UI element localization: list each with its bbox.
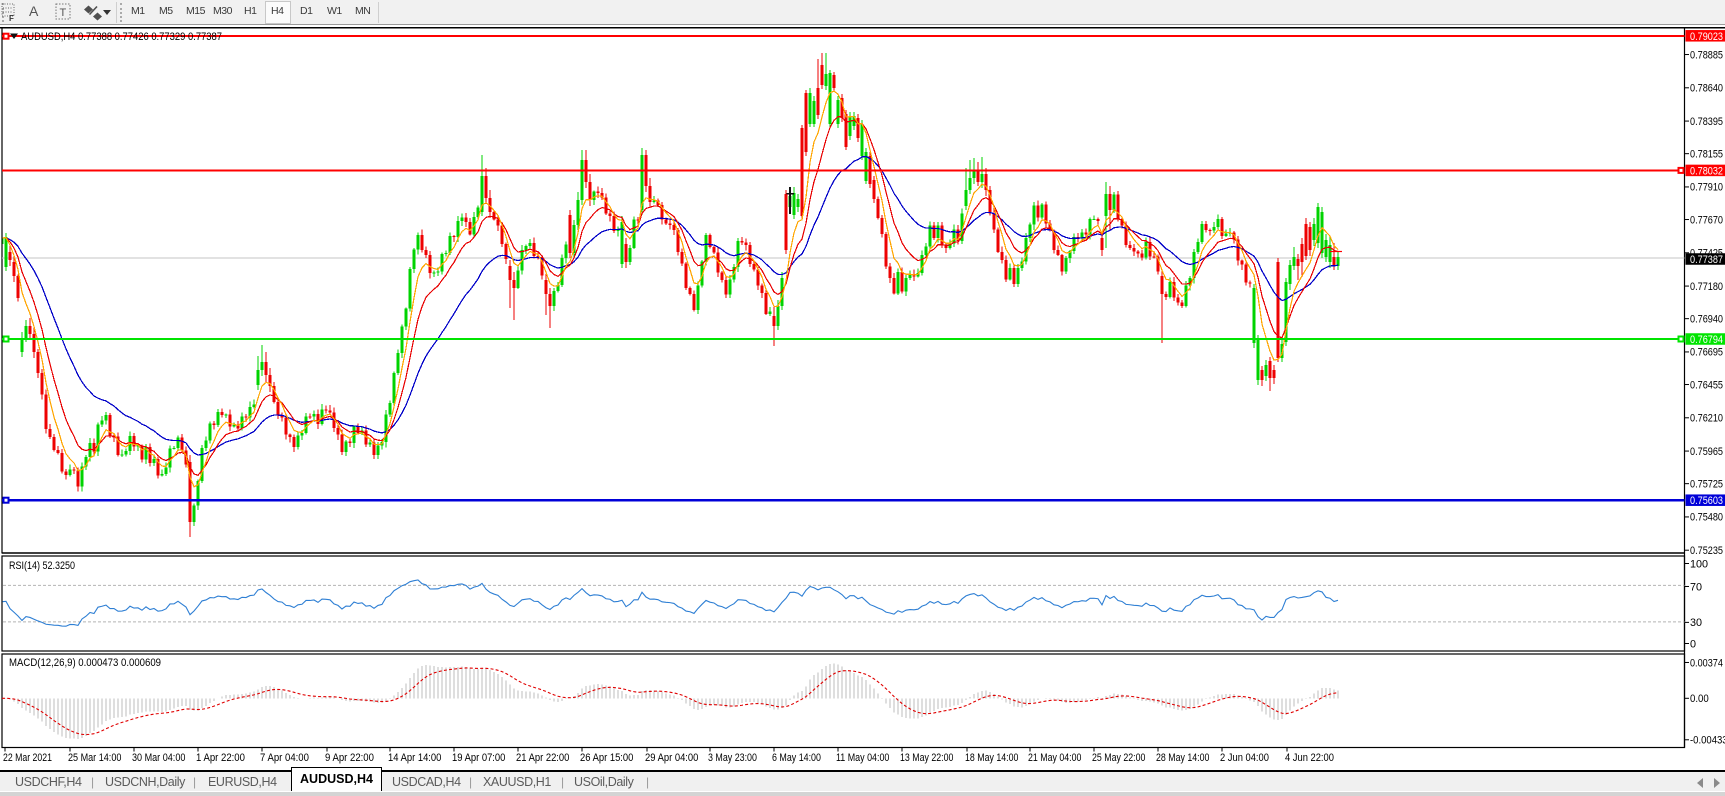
svg-text:-0.00433: -0.00433	[1690, 735, 1725, 747]
svg-text:3 May 23:00: 3 May 23:00	[708, 752, 757, 764]
svg-text:0.76455: 0.76455	[1690, 379, 1723, 391]
svg-text:0.77910: 0.77910	[1690, 182, 1723, 194]
svg-text:AUDUSD,H4 0.77388 0.77426 0.7: AUDUSD,H4 0.77388 0.77426 0.77329 0.7738…	[21, 31, 222, 43]
svg-text:0.75480: 0.75480	[1690, 512, 1723, 524]
svg-text:21 May 04:00: 21 May 04:00	[1028, 752, 1081, 764]
svg-text:0.76794: 0.76794	[1690, 334, 1723, 346]
svg-text:RSI(14) 52.3250: RSI(14) 52.3250	[9, 560, 75, 572]
svg-text:0.78885: 0.78885	[1690, 49, 1723, 61]
svg-text:19 Apr 07:00: 19 Apr 07:00	[452, 752, 505, 764]
svg-text:1 Apr 22:00: 1 Apr 22:00	[196, 752, 245, 764]
svg-text:0.76940: 0.76940	[1690, 313, 1723, 325]
svg-text:26 Apr 15:00: 26 Apr 15:00	[580, 752, 633, 764]
svg-text:T: T	[60, 7, 67, 19]
svg-text:28 May 14:00: 28 May 14:00	[1156, 752, 1209, 764]
svg-text:100: 100	[1690, 558, 1708, 570]
svg-text:0.75965: 0.75965	[1690, 446, 1723, 458]
svg-text:7 Apr 04:00: 7 Apr 04:00	[260, 752, 309, 764]
svg-text:30: 30	[1690, 617, 1702, 629]
svg-text:25 May 22:00: 25 May 22:00	[1092, 752, 1145, 764]
svg-text:0.77387: 0.77387	[1690, 254, 1723, 266]
svg-text:0.79023: 0.79023	[1690, 31, 1723, 43]
svg-text:2 Jun 04:00: 2 Jun 04:00	[1220, 752, 1269, 764]
svg-text:70: 70	[1690, 581, 1702, 593]
svg-text:6 May 14:00: 6 May 14:00	[772, 752, 821, 764]
svg-text:13 May 22:00: 13 May 22:00	[900, 752, 953, 764]
svg-text:MACD(12,26,9) 0.000473 0.00060: MACD(12,26,9) 0.000473 0.000609	[9, 657, 161, 669]
svg-text:25 Mar 14:00: 25 Mar 14:00	[68, 752, 121, 764]
svg-text:9 Apr 22:00: 9 Apr 22:00	[325, 752, 374, 764]
svg-text:0.78640: 0.78640	[1690, 83, 1723, 95]
svg-text:0.78032: 0.78032	[1690, 165, 1723, 177]
svg-text:0.78155: 0.78155	[1690, 148, 1723, 160]
svg-text:0.75603: 0.75603	[1690, 495, 1723, 507]
svg-text:14 Apr 14:00: 14 Apr 14:00	[388, 752, 441, 764]
svg-text:0.76695: 0.76695	[1690, 347, 1723, 359]
svg-text:0.75235: 0.75235	[1690, 545, 1723, 557]
svg-text:0.77180: 0.77180	[1690, 281, 1723, 293]
svg-text:0.00: 0.00	[1690, 693, 1709, 705]
svg-text:0.77670: 0.77670	[1690, 214, 1723, 226]
svg-text:0.00374: 0.00374	[1690, 657, 1723, 669]
svg-text:21 Apr 22:00: 21 Apr 22:00	[516, 752, 569, 764]
svg-text:22 Mar 2021: 22 Mar 2021	[3, 752, 52, 764]
svg-text:4 Jun 22:00: 4 Jun 22:00	[1285, 752, 1334, 764]
svg-text:0.76210: 0.76210	[1690, 413, 1723, 425]
svg-text:11 May 04:00: 11 May 04:00	[836, 752, 889, 764]
svg-text:30 Mar 04:00: 30 Mar 04:00	[132, 752, 185, 764]
svg-text:18 May 14:00: 18 May 14:00	[965, 752, 1018, 764]
svg-text:0.78395: 0.78395	[1690, 116, 1723, 128]
svg-text:29 Apr 04:00: 29 Apr 04:00	[645, 752, 698, 764]
svg-text:F: F	[9, 14, 14, 22]
svg-text:0.75725: 0.75725	[1690, 478, 1723, 490]
svg-text:0: 0	[1690, 638, 1696, 650]
